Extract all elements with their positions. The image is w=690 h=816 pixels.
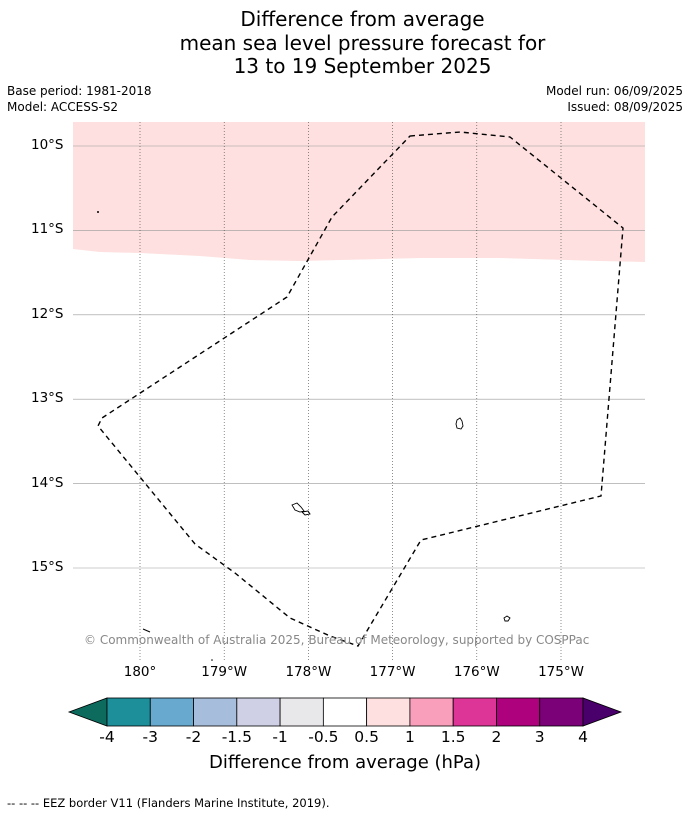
lon-label: 180° — [123, 664, 157, 680]
islet-nw — [97, 211, 99, 213]
gridlines — [73, 122, 645, 660]
colorbar-tick: -1.5 — [221, 728, 252, 746]
colorbar-tick: 4 — [578, 728, 588, 746]
colorbar-swatch — [279, 697, 324, 727]
colorbar-tick: 2 — [491, 728, 502, 746]
lat-label: 10°S — [31, 137, 64, 153]
issued-date: Issued: 08/09/2025 — [567, 100, 683, 114]
colorbar-swatch — [452, 697, 497, 727]
colorbar-tick: -4 — [99, 728, 115, 746]
colorbar-swatch — [322, 697, 368, 727]
colorbar-tick: 0.5 — [354, 728, 379, 746]
colorbar-swatch — [409, 697, 454, 727]
copyright-text: © Commonwealth of Australia 2025, Bureau… — [84, 633, 590, 647]
islet-sw — [142, 628, 151, 633]
eez-border — [97, 131, 624, 647]
colorbar-extend-high — [582, 697, 623, 727]
colorbar-title: Difference from average (hPa) — [208, 752, 482, 773]
colorbar — [67, 697, 623, 727]
model-run: Model run: 06/09/2025 — [545, 84, 683, 98]
island-niue — [455, 417, 464, 430]
lat-label: 12°S — [31, 305, 64, 322]
title-line-1: Difference from average — [240, 7, 485, 31]
lon-label: 176°W — [453, 664, 500, 680]
lon-label: 175°W — [538, 664, 584, 680]
island-south — [503, 615, 511, 622]
colorbar-tick: -1 — [272, 728, 288, 746]
colorbar-tick: 3 — [534, 728, 545, 746]
colorbar-extend-low — [67, 697, 108, 727]
lon-label: 179°W — [201, 664, 248, 680]
islet-bottom — [211, 659, 213, 661]
lon-label: 177°W — [369, 664, 416, 680]
colorbar-tick: 1 — [404, 728, 415, 746]
colorbar-swatch — [236, 697, 281, 727]
colorbar-swatch — [539, 697, 584, 727]
base-period: Base period: 1981-2018 — [7, 84, 152, 98]
lon-label: 178°W — [285, 664, 332, 680]
lat-label: 14°S — [31, 474, 64, 491]
title-line-2: mean sea level pressure forecast for — [179, 30, 546, 55]
colorbar-swatch — [193, 697, 238, 727]
eez-footnote: -- -- -- EEZ border V11 (Flanders Marine… — [7, 796, 330, 810]
meta-right: Model run: 06/09/2025 Issued: 08/09/2025 — [546, 83, 683, 115]
colorbar-tick: 1.5 — [440, 728, 466, 746]
anomaly-band — [73, 122, 645, 262]
lat-label: 13°S — [31, 390, 64, 407]
model-name: Model: ACCESS-S2 — [7, 100, 119, 114]
chart-title: Difference from average mean sea level p… — [0, 7, 690, 79]
island-group-west-2 — [301, 510, 311, 516]
colorbar-swatch — [149, 697, 194, 727]
colorbar-tick: -0.5 — [308, 728, 339, 746]
colorbar-swatch — [106, 697, 151, 727]
colorbar-tick: -2 — [185, 728, 202, 746]
colorbar-swatch — [366, 697, 411, 727]
lat-label: 11°S — [31, 221, 64, 238]
island-group-west — [291, 502, 305, 513]
colorbar-swatch — [496, 697, 541, 727]
meta-left: Base period: 1981-2018 Model: ACCESS-S2 — [7, 83, 152, 115]
title-line-3: 13 to 19 September 2025 — [233, 54, 492, 78]
lat-label: 15°S — [31, 559, 64, 575]
colorbar-tick: -3 — [142, 728, 158, 746]
